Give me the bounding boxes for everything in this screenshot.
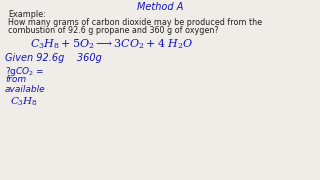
Text: Example:: Example: [8, 10, 46, 19]
Text: from: from [5, 75, 26, 84]
Text: $C_3H_8 + 5O_2 \longrightarrow 3CO_2 + 4\ H_2O$: $C_3H_8 + 5O_2 \longrightarrow 3CO_2 + 4… [30, 37, 194, 51]
Text: How many grams of carbon dioxide may be produced from the: How many grams of carbon dioxide may be … [8, 18, 262, 27]
Text: available: available [5, 85, 46, 94]
Text: Given 92.6g    360g: Given 92.6g 360g [5, 53, 102, 63]
Text: $C_3H_8$: $C_3H_8$ [10, 96, 38, 109]
Text: combustion of 92.6 g propane and 360 g of oxygen?: combustion of 92.6 g propane and 360 g o… [8, 26, 219, 35]
Text: Method A: Method A [137, 2, 183, 12]
Text: ?g$CO_2$ =: ?g$CO_2$ = [5, 65, 44, 78]
